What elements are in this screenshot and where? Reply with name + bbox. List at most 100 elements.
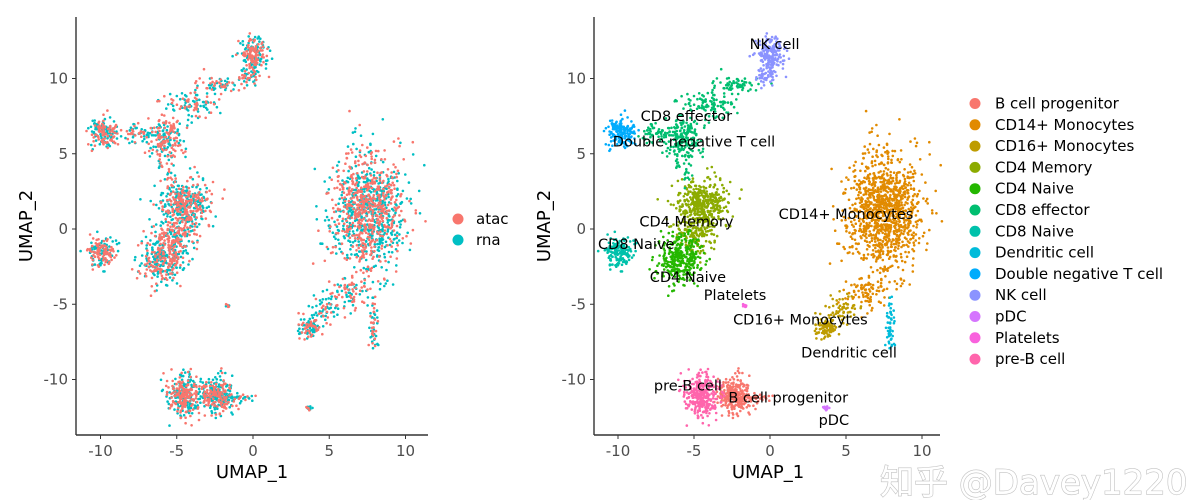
point-atac (181, 245, 184, 249)
point (901, 268, 905, 272)
point (863, 180, 866, 184)
point-atac (184, 410, 188, 414)
point-atac (104, 257, 107, 260)
point-atac (195, 107, 198, 111)
point-atac (205, 190, 208, 194)
point-rna (153, 273, 156, 277)
point-atac (254, 75, 257, 79)
point-rna (214, 416, 218, 420)
point-atac (188, 192, 191, 196)
point-atac (329, 225, 332, 228)
point (868, 142, 872, 146)
point-atac (161, 252, 165, 256)
point-atac (353, 237, 357, 240)
point-rna (320, 315, 323, 318)
point (897, 227, 901, 231)
point-atac (381, 194, 385, 197)
point (855, 247, 858, 251)
point-atac (361, 162, 364, 166)
point (903, 180, 907, 183)
point-atac (143, 263, 147, 266)
point-rna (381, 160, 385, 164)
point-atac (260, 55, 264, 58)
point-atac (380, 158, 383, 161)
point (848, 166, 851, 170)
point-atac (96, 248, 99, 252)
point-atac (390, 245, 394, 248)
point (912, 244, 916, 247)
point-rna (352, 142, 355, 146)
point (903, 203, 906, 207)
point-atac (370, 157, 374, 161)
point-rna (366, 177, 369, 180)
point-rna (130, 140, 134, 143)
point-rna (312, 294, 316, 297)
point-atac (193, 225, 197, 228)
point-rna (186, 124, 189, 127)
point-rna (324, 318, 327, 322)
point-atac (372, 330, 375, 334)
point-atac (324, 308, 327, 311)
point-atac (389, 202, 393, 205)
point-atac (345, 152, 348, 155)
point-atac (349, 223, 353, 227)
point (898, 118, 901, 121)
point-rna (371, 132, 375, 136)
point-atac (224, 302, 228, 306)
point-atac (360, 186, 363, 189)
point (920, 173, 924, 176)
point (851, 245, 854, 249)
point-rna (198, 188, 202, 191)
point (915, 141, 919, 145)
point-rna (175, 188, 178, 191)
point-rna (333, 220, 336, 224)
point-atac (395, 224, 399, 228)
point-atac (331, 245, 335, 249)
point-rna (332, 235, 336, 238)
point (879, 266, 882, 270)
point-rna (223, 79, 227, 83)
point-rna (377, 246, 381, 249)
point-rna (348, 177, 352, 181)
point-atac (177, 250, 181, 254)
point-atac (218, 412, 222, 416)
point-atac (147, 256, 151, 260)
point-rna (353, 130, 357, 134)
point-atac (356, 225, 360, 228)
point-atac (171, 248, 175, 252)
point-rna (178, 122, 181, 125)
point-atac (175, 132, 179, 135)
point-rna (168, 276, 172, 279)
point-rna (181, 251, 185, 255)
point-rna (338, 215, 341, 218)
point-atac (219, 403, 223, 406)
point-rna (198, 223, 201, 226)
point-atac (179, 210, 182, 214)
point-atac (176, 196, 180, 199)
point-rna (386, 221, 390, 224)
point-atac (340, 196, 344, 200)
point-atac (181, 213, 184, 217)
point-atac (181, 191, 184, 195)
point-atac (350, 151, 354, 154)
point (916, 209, 920, 213)
point (911, 264, 915, 267)
point-atac (254, 56, 258, 60)
point (722, 380, 725, 384)
point-atac (368, 207, 372, 211)
point-rna (307, 304, 311, 308)
point-atac (119, 128, 123, 132)
point-rna (210, 386, 214, 390)
point-rna (224, 371, 227, 375)
point-rna (351, 131, 355, 134)
point-rna (112, 120, 116, 123)
point-atac (177, 380, 180, 384)
point-atac (350, 274, 354, 278)
point-atac (329, 292, 332, 296)
point (716, 401, 719, 405)
point-atac (373, 161, 377, 164)
point (727, 411, 731, 415)
point-atac (113, 256, 116, 259)
point-rna (100, 262, 103, 265)
point (735, 375, 739, 378)
